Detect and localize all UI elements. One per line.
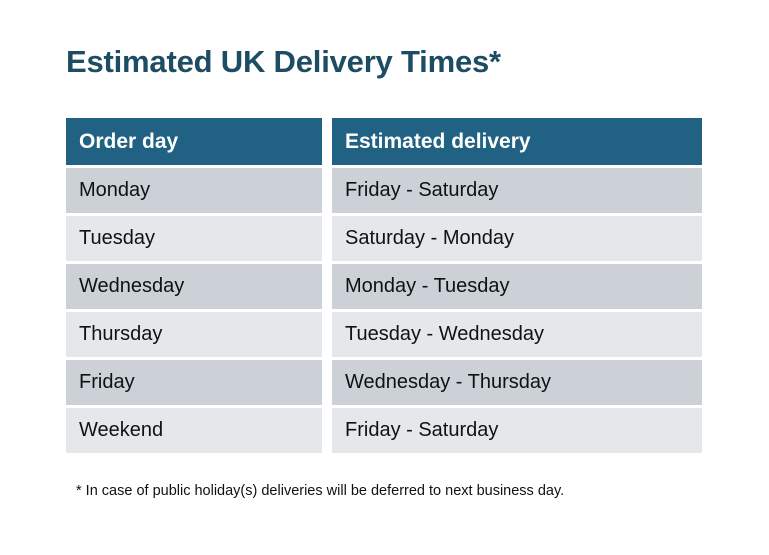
cell-order-day: Weekend — [66, 408, 322, 453]
cell-order-day: Monday — [66, 168, 322, 213]
table-header-estimated-delivery: Estimated delivery — [332, 118, 702, 165]
table-header-row: Order day Estimated delivery — [66, 118, 702, 165]
table-row: Monday Friday - Saturday — [66, 168, 702, 213]
delivery-times-table: Order day Estimated delivery Monday Frid… — [66, 118, 702, 456]
page-title: Estimated UK Delivery Times* — [66, 44, 501, 79]
cell-estimated-delivery: Friday - Saturday — [332, 168, 702, 213]
cell-order-day: Wednesday — [66, 264, 322, 309]
table-row: Weekend Friday - Saturday — [66, 408, 702, 453]
cell-estimated-delivery: Friday - Saturday — [332, 408, 702, 453]
table-header-order-day: Order day — [66, 118, 322, 165]
cell-order-day: Tuesday — [66, 216, 322, 261]
cell-order-day: Friday — [66, 360, 322, 405]
table-row: Tuesday Saturday - Monday — [66, 216, 702, 261]
cell-estimated-delivery: Monday - Tuesday — [332, 264, 702, 309]
table-row: Thursday Tuesday - Wednesday — [66, 312, 702, 357]
cell-estimated-delivery: Wednesday - Thursday — [332, 360, 702, 405]
table-row: Wednesday Monday - Tuesday — [66, 264, 702, 309]
cell-estimated-delivery: Tuesday - Wednesday — [332, 312, 702, 357]
cell-estimated-delivery: Saturday - Monday — [332, 216, 702, 261]
footnote-text: * In case of public holiday(s) deliverie… — [76, 483, 565, 499]
table-row: Friday Wednesday - Thursday — [66, 360, 702, 405]
cell-order-day: Thursday — [66, 312, 322, 357]
